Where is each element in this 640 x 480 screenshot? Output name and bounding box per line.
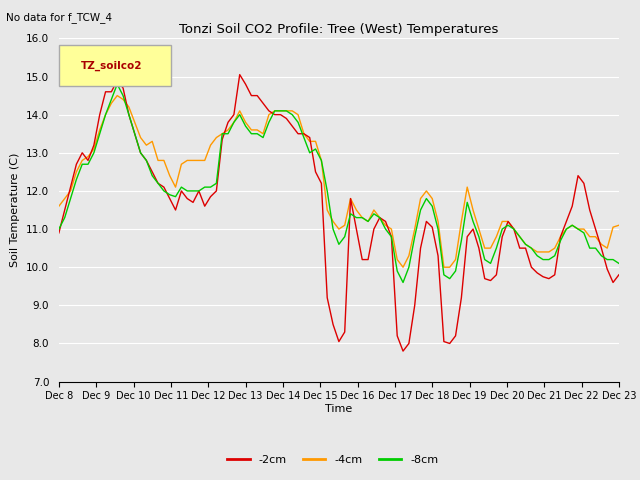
FancyBboxPatch shape: [59, 45, 171, 86]
Text: No data for f_TCW_4: No data for f_TCW_4: [6, 12, 113, 23]
Title: Tonzi Soil CO2 Profile: Tree (West) Temperatures: Tonzi Soil CO2 Profile: Tree (West) Temp…: [179, 23, 499, 36]
Y-axis label: Soil Temperature (C): Soil Temperature (C): [10, 153, 20, 267]
Text: TZ_soilco2: TZ_soilco2: [81, 61, 143, 71]
Legend: -2cm, -4cm, -8cm: -2cm, -4cm, -8cm: [223, 451, 443, 469]
X-axis label: Time: Time: [325, 404, 353, 414]
